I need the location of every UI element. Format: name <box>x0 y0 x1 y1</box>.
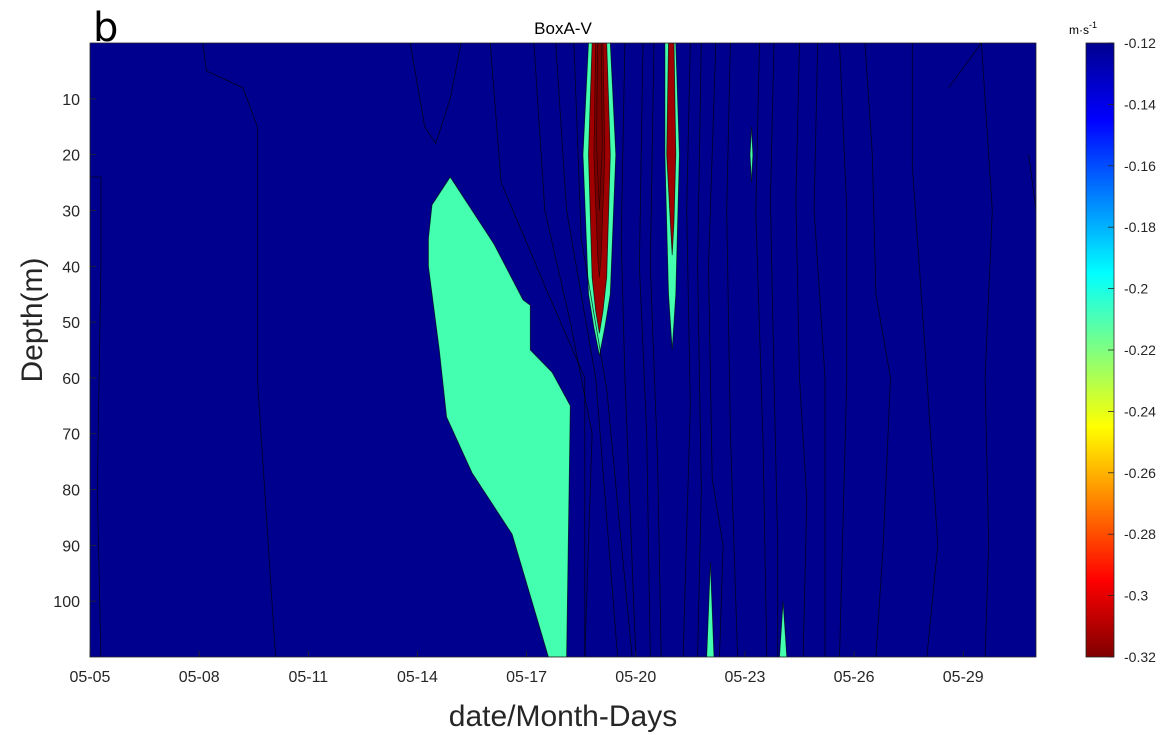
colorbar-tick-label: -0.2 <box>1124 281 1148 297</box>
plot-area <box>90 43 1036 657</box>
contour-region-6 <box>706 562 715 657</box>
y-axis-label: Depth(m) <box>16 257 49 382</box>
colorbar-unit: m·s-1 <box>1069 20 1097 37</box>
y-tick-label: 80 <box>62 483 80 500</box>
contour-line-16 <box>769 43 779 657</box>
core-inner-2 <box>596 43 603 211</box>
colorbar-unit-exponent: -1 <box>1089 20 1097 30</box>
contour-line-18 <box>813 43 826 657</box>
y-tick-label: 60 <box>62 371 80 388</box>
colorbar-tick-label: -0.32 <box>1124 649 1156 665</box>
filled-regions <box>427 43 788 657</box>
y-tick-label: 20 <box>62 148 80 165</box>
x-tick-label: 05-05 <box>70 669 111 686</box>
contour-line-5 <box>533 43 593 657</box>
x-axis-ticks: 05-05 05-08 05-11 05-14 05-17 05-20 05-23 05-26… <box>70 651 984 686</box>
x-tick-label: 05-08 <box>179 669 220 686</box>
y-axis-ticks: 10 20 30 40 50 60 70 80 90 100 <box>53 92 96 611</box>
x-tick-label: 05-11 <box>288 669 328 686</box>
contour-line-17 <box>795 43 808 657</box>
colorbar: -0.12 -0.14 -0.16 -0.18 -0.2 -0.22 -0.24 -0.26 -… <box>1069 20 1156 665</box>
contour-line-13 <box>708 43 724 657</box>
x-tick-label: 05-14 <box>397 669 438 686</box>
contour-lines <box>90 43 1036 657</box>
x-tick-label: 05-17 <box>506 669 547 686</box>
colorbar-tick-label: -0.24 <box>1124 403 1156 419</box>
contour-line-8 <box>620 43 637 657</box>
contour-line-9 <box>638 43 651 657</box>
contour-line-6 <box>555 43 618 657</box>
colorbar-unit-base: m·s <box>1069 23 1089 37</box>
colorbar-tick-label: -0.3 <box>1124 588 1148 604</box>
colorbar-tick-label: -0.16 <box>1124 158 1156 174</box>
chart-title: BoxA-V <box>534 19 592 38</box>
x-tick-label: 05-23 <box>724 669 765 686</box>
contour-line-21 <box>911 43 939 657</box>
plot-frame <box>89 42 1037 658</box>
y-tick-label: 50 <box>62 315 80 332</box>
colorbar-tick-label: -0.26 <box>1124 465 1156 481</box>
y-tick-label: 100 <box>53 594 80 611</box>
x-axis-label: date/Month-Days <box>449 700 677 733</box>
x-tick-label: 05-26 <box>834 669 875 686</box>
contour-line-20 <box>864 43 891 657</box>
colorbar-tick-label: -0.28 <box>1124 526 1156 542</box>
contour-line-10 <box>649 43 662 657</box>
contour-line-3 <box>409 43 462 145</box>
contour-region-5 <box>666 43 677 256</box>
contour-line-14 <box>726 43 738 657</box>
contour-line-12 <box>697 43 702 657</box>
contour-region-8 <box>749 126 754 183</box>
y-tick-label: 10 <box>62 92 80 109</box>
contour-line-2 <box>202 43 276 657</box>
contour-region-1 <box>427 176 571 657</box>
colorbar-ticks: -0.12 -0.14 -0.16 -0.18 -0.2 -0.22 -0.24 -0.26 -… <box>1108 35 1156 665</box>
contour-region-7 <box>779 601 788 657</box>
contour-line-19 <box>839 43 848 657</box>
contour-line-1 <box>90 176 102 657</box>
y-tick-label: 90 <box>62 538 80 555</box>
colorbar-tick-label: -0.18 <box>1124 219 1156 235</box>
contour-line-23 <box>1028 154 1036 211</box>
contour-line-15 <box>755 43 768 657</box>
contour-line-22 <box>948 43 993 657</box>
colorbar-tick-label: -0.14 <box>1124 96 1156 112</box>
y-tick-label: 30 <box>62 203 80 220</box>
y-tick-label: 40 <box>62 259 80 276</box>
colorbar-tick-label: -0.12 <box>1124 35 1156 51</box>
x-tick-label: 05-20 <box>615 669 656 686</box>
contour-line-4 <box>489 43 586 657</box>
x-tick-label: 05-29 <box>943 669 984 686</box>
contour-line-11 <box>682 43 691 657</box>
contour-line-7 <box>573 43 633 657</box>
colorbar-tick-label: -0.22 <box>1124 342 1156 358</box>
y-tick-label: 70 <box>62 427 80 444</box>
